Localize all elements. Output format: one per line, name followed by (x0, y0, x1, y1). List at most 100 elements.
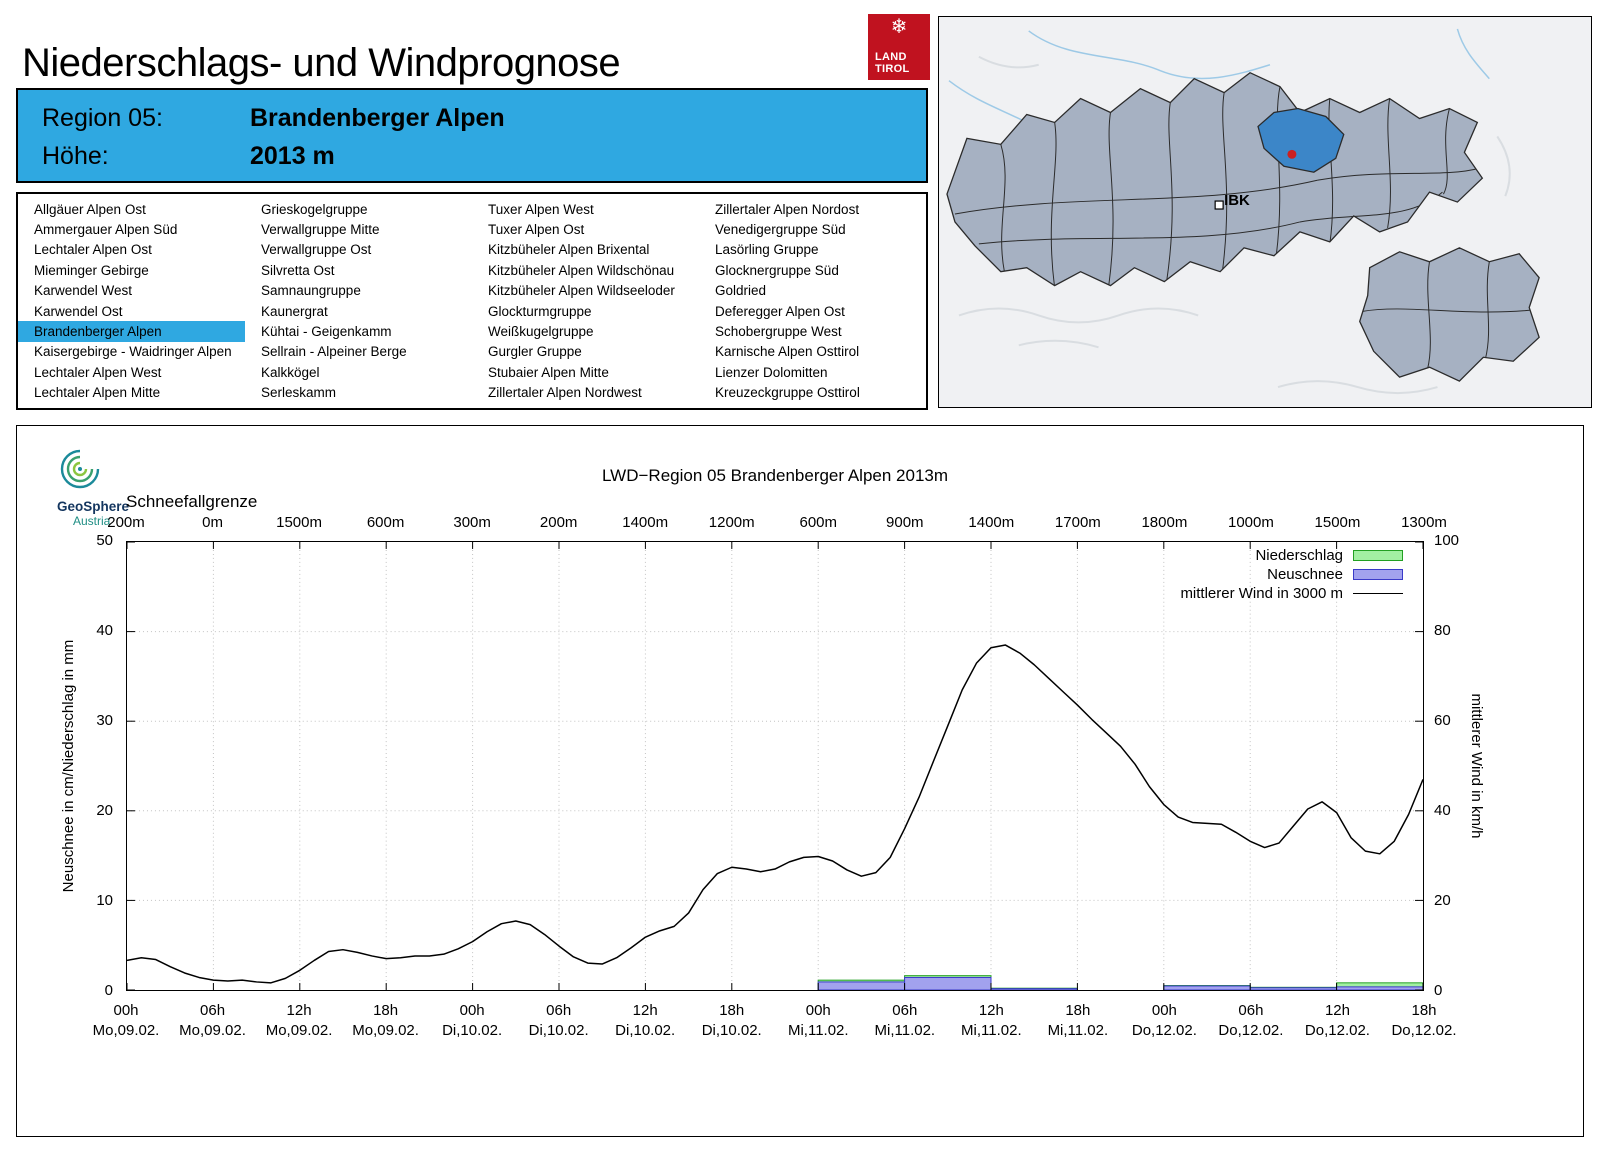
region-list-item[interactable]: Kitzbüheler Alpen Wildseeloder (488, 283, 675, 299)
geosphere-sub: Austria (73, 514, 111, 528)
x-axis-tick: 06h Mo,09.02. (179, 1002, 246, 1039)
region-list-item[interactable]: Kreuzeckgruppe Osttirol (715, 385, 860, 401)
region-list-item[interactable]: Schobergruppe West (715, 324, 842, 340)
region-list-item[interactable]: Lechtaler Alpen Ost (34, 242, 152, 258)
plot-area: Niederschlag Neuschnee mittlerer Wind in 3… (126, 541, 1424, 991)
region-list-item[interactable]: Glockturmgruppe (488, 303, 592, 319)
region-list-item[interactable]: Lienzer Dolomitten (715, 364, 828, 380)
region-list-item[interactable]: Lasörling Gruppe (715, 242, 819, 258)
legend-swatch-box (1353, 550, 1403, 561)
region-list-item[interactable]: Goldried (715, 283, 767, 299)
y-axis-tick-right: 20 (1434, 892, 1451, 909)
tirol-map[interactable]: IBK (938, 16, 1592, 408)
region-list-item[interactable]: Verwallgruppe Ost (261, 242, 372, 258)
region-list-item[interactable]: Karwendel West (34, 283, 133, 299)
region-list-item[interactable]: Tuxer Alpen West (488, 201, 594, 217)
region-list-item[interactable]: Kitzbüheler Alpen Wildschönau (488, 262, 675, 278)
x-axis-tick: 12h Mi,11.02. (961, 1002, 1022, 1039)
snowfall-line-value: 1700m (1054, 514, 1101, 531)
geosphere-logo: GeoSphere Austria (57, 446, 129, 528)
ibk-label: IBK (1224, 192, 1250, 209)
wind-line (127, 644, 1423, 984)
region-list-item[interactable]: Glocknergruppe Süd (715, 262, 839, 278)
terrain-shading (958, 55, 1511, 395)
region-list-item[interactable]: Venedigergruppe Süd (715, 222, 846, 238)
region-list-item[interactable]: Kaunergrat (261, 303, 328, 319)
region-list-item[interactable]: Zillertaler Alpen Nordwest (488, 385, 642, 401)
legend-item: mittlerer Wind in 3000 m (1180, 584, 1403, 603)
snow-bar (1249, 987, 1338, 990)
region-list-item[interactable]: Weißkugelgruppe (488, 324, 594, 340)
y-axis-tick-right: 40 (1434, 802, 1451, 819)
region-list-item[interactable]: Grieskogelgruppe (261, 201, 368, 217)
x-axis-tick: 00h Mi,11.02. (787, 1002, 849, 1039)
region-list-item[interactable]: Kaisergebirge - Waidringer Alpen (34, 344, 232, 360)
page-title: Niederschlags- und Windprognose (22, 40, 621, 85)
geosphere-swirl-icon (60, 449, 100, 489)
region-list-item[interactable]: Kalkkögel (261, 364, 320, 380)
snowfall-line-value: 1400m (622, 514, 669, 531)
legend-swatch-box (1353, 569, 1403, 580)
region-list-item[interactable]: Kühtai - Geigenkamm (261, 324, 392, 340)
snow-bar (990, 988, 1078, 990)
region-list-item[interactable]: Stubaier Alpen Mitte (488, 364, 609, 380)
region-list-item[interactable]: Allgäuer Alpen Ost (34, 201, 146, 217)
region-list-item[interactable]: Verwallgruppe Mitte (261, 222, 380, 238)
snow-bar (904, 976, 992, 990)
y-axis-tick-left: 50 (96, 532, 113, 549)
geosphere-name: GeoSphere (57, 499, 130, 514)
altitude-label: Höhe: (42, 141, 109, 170)
region-list-item[interactable]: Karwendel Ost (34, 303, 123, 319)
snowfall-line-value: 1800m (1141, 514, 1188, 531)
region-list-item[interactable]: Silvretta Ost (261, 262, 335, 278)
y-axis-tick-right: 0 (1434, 982, 1443, 999)
snowfall-line-value: 1300m (1401, 514, 1447, 531)
snowfall-line-value: 1000m (1227, 514, 1274, 531)
region-list-item[interactable]: Kitzbüheler Alpen Brixental (488, 242, 650, 258)
region-list-item[interactable]: Serleskamm (261, 385, 337, 401)
snowfall-line-value: 1200m (708, 514, 755, 531)
x-axis-tick: 06h Mi,11.02. (874, 1002, 936, 1039)
x-axis-tick: 00h Mo,09.02. (92, 1002, 160, 1039)
snowfall-line-value: 200m (107, 514, 145, 531)
y-axis-tick-right: 80 (1434, 622, 1451, 639)
snowfall-line-value: 0m (202, 514, 223, 531)
map-region-north-tirol[interactable] (946, 71, 1484, 287)
region-list-item[interactable]: Samnaungruppe (261, 283, 361, 299)
region-name-value: Brandenberger Alpen (250, 103, 505, 132)
region-list-item[interactable]: Zillertaler Alpen Nordost (715, 201, 860, 217)
map-region-east-tirol[interactable] (1359, 247, 1540, 382)
snow-bar (1163, 985, 1251, 990)
region-list-item[interactable]: Mieminger Gebirge (34, 262, 149, 278)
map-region-highlight-brandenberger-alpen[interactable] (1257, 107, 1345, 173)
x-axis-tick: 12h Di,10.02. (615, 1002, 676, 1039)
region-list-item[interactable]: Sellrain - Alpeiner Berge (261, 344, 407, 360)
land-tirol-logo: ❄ LAND TIROL (868, 14, 930, 80)
region-list-item[interactable]: Karnische Alpen Osttirol (715, 344, 860, 360)
region-list-item[interactable]: Lechtaler Alpen Mitte (34, 385, 161, 401)
y-axis-tick-left: 30 (96, 712, 113, 729)
x-axis-tick: 18h Do,12.02. (1391, 1002, 1457, 1039)
region-list-item[interactable]: Brandenberger Alpen (18, 321, 245, 342)
river-lines (948, 28, 1490, 122)
snowfall-line-label: Schneefallgrenze (126, 492, 258, 511)
region-list-item[interactable]: Deferegger Alpen Ost (715, 303, 845, 319)
y-axis-tick-right: 100 (1434, 532, 1460, 549)
chart-legend: Niederschlag Neuschnee mittlerer Wind in 3… (1180, 546, 1403, 603)
region-list-item[interactable]: Lechtaler Alpen West (34, 364, 162, 380)
snow-bar (817, 981, 906, 990)
station-marker-dot (1287, 149, 1297, 159)
region-list-item[interactable]: Ammergauer Alpen Süd (34, 222, 178, 238)
ibk-marker-square (1214, 200, 1224, 210)
land-tirol-logo-text: LAND TIROL (875, 51, 910, 75)
region-info-box: Region 05: Brandenberger Alpen Höhe: 201… (16, 88, 928, 183)
snowfall-line-value: 600m (799, 514, 838, 531)
region-list-item[interactable]: Gurgler Gruppe (488, 344, 582, 360)
y-axis-tick-left: 10 (96, 892, 113, 909)
chart-title: LWD−Region 05 Brandenberger Alpen 2013m (601, 466, 949, 485)
region-list-item[interactable]: Tuxer Alpen Ost (488, 222, 585, 238)
y-axis-tick-left: 0 (104, 982, 113, 999)
x-axis-tick: 00h Di,10.02. (442, 1002, 503, 1039)
snowfall-line-value: 1500m (1314, 514, 1361, 531)
snowfall-line-value: 1400m (968, 514, 1015, 531)
